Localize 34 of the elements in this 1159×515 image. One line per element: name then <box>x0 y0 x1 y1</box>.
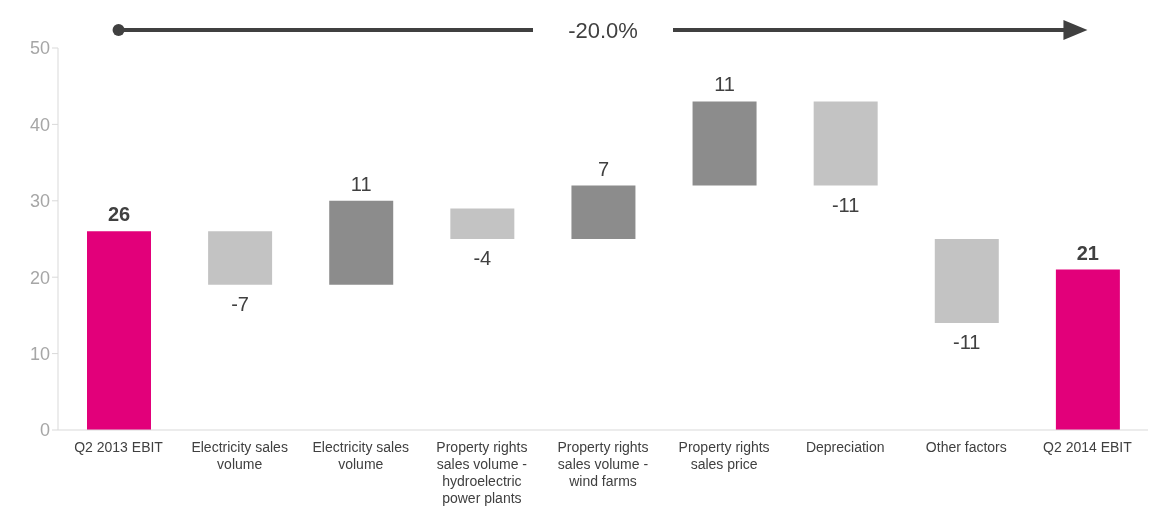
x-tick-label: Electricity sales volume <box>312 439 410 472</box>
x-tick-label: Electricity sales volume <box>191 439 288 472</box>
y-tick-label: 20 <box>29 267 50 288</box>
data-label: -7 <box>231 292 250 315</box>
y-tick-label: 40 <box>29 114 50 135</box>
x-tick-label: Q2 2013 EBIT <box>74 439 164 455</box>
y-tick-label: 0 <box>39 420 50 441</box>
data-label: -4 <box>473 247 492 269</box>
data-label: -11 <box>831 193 860 216</box>
data-label: 11 <box>350 172 372 195</box>
bar <box>1055 269 1120 430</box>
x-tick-label: Property rights sales volume - hydroelectric power plants <box>436 439 528 506</box>
x-tick-label: Q2 2014 EBIT <box>1043 439 1133 455</box>
data-label: 11 <box>714 73 735 96</box>
bar <box>450 208 515 239</box>
y-tick-label: 50 <box>29 38 50 59</box>
bar <box>692 101 757 186</box>
data-label: -11 <box>953 331 981 354</box>
x-tick-label: Depreciation <box>805 439 885 455</box>
bar <box>934 239 999 324</box>
data-label: 26 <box>107 203 131 226</box>
text: -20.0% <box>568 18 638 43</box>
bar <box>208 231 273 285</box>
bar <box>329 200 394 285</box>
data-label: 21 <box>1076 241 1100 264</box>
y-tick-label: 10 <box>29 343 50 364</box>
bar <box>87 231 151 430</box>
bar <box>571 185 636 239</box>
x-tick-label: Property rights sales price <box>678 439 770 472</box>
x-tick-label: Property rights sales volume - wind farms <box>557 439 649 489</box>
y-tick-label: 30 <box>29 191 50 212</box>
bar <box>813 101 878 186</box>
x-tick-label: Other factors <box>925 439 1007 455</box>
data-label: 7 <box>597 157 610 180</box>
